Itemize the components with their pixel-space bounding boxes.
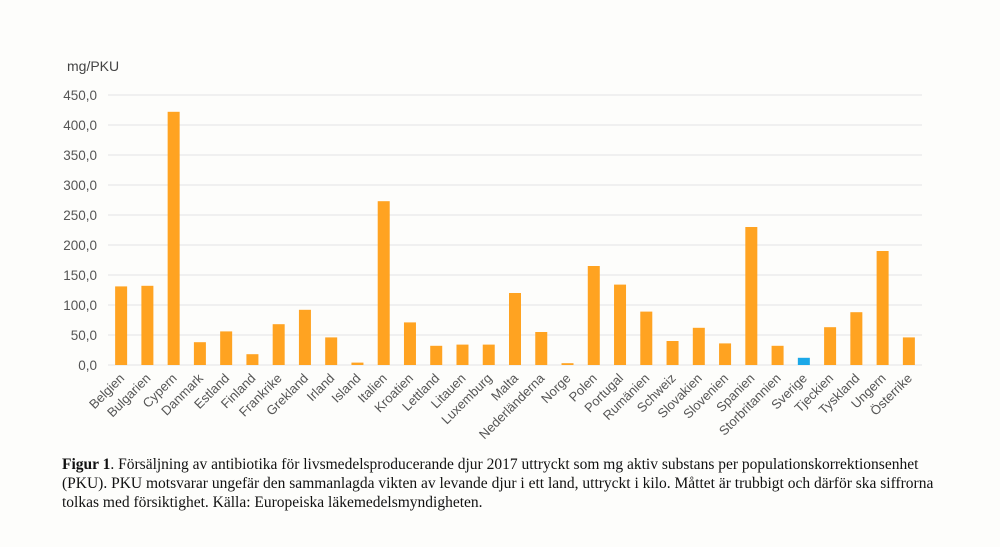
bar-finland: [246, 354, 259, 365]
x-tick-label: Norge: [538, 371, 574, 407]
figure-caption: Figur 1. Försäljning av antibiotika för …: [62, 455, 942, 512]
bar-litauen: [456, 344, 469, 365]
bar-island: [351, 362, 364, 365]
y-tick-label: 50,0: [71, 328, 97, 343]
bar-irland: [325, 337, 338, 365]
y-tick-label: 200,0: [63, 238, 97, 253]
bar-danmark: [193, 342, 206, 365]
bar-lettland: [430, 345, 443, 365]
bar-tyskland: [850, 312, 863, 365]
bar-sverige: [797, 357, 810, 365]
bar-slovakien: [692, 327, 705, 365]
bar-slovenien: [719, 343, 732, 365]
bar-norge: [561, 363, 574, 365]
y-axis-label: mg/PKU: [67, 58, 120, 74]
y-tick-label: 0,0: [78, 358, 97, 373]
caption-text: . Försäljning av antibiotika för livsmed…: [62, 456, 934, 511]
bar-österrike: [902, 337, 915, 365]
bar-bulgarien: [141, 285, 154, 365]
bar-schweiz: [666, 341, 679, 365]
bar-malta: [509, 293, 521, 365]
bar-frankrike: [272, 324, 285, 365]
bar-belgien: [115, 286, 128, 365]
bar-spanien: [745, 227, 758, 365]
y-tick-label: 350,0: [63, 148, 97, 163]
y-tick-label: 300,0: [63, 178, 97, 193]
caption-label: Figur 1: [62, 456, 111, 473]
bar-nederländerna: [535, 332, 548, 365]
y-tick-label: 250,0: [63, 208, 97, 223]
y-tick-label: 100,0: [63, 298, 97, 313]
bar-rumänien: [640, 311, 653, 365]
bar-luxemburg: [482, 344, 495, 365]
bar-tjeckien: [824, 327, 837, 365]
bar-storbritannien: [771, 345, 784, 365]
y-tick-label: 150,0: [63, 268, 97, 283]
bar-ungern: [876, 251, 889, 365]
bar-chart: 0,0 50,0 100,0 150,0 200,0 250,0 300,0 350,0 400…: [63, 88, 922, 442]
bar-cypern: [167, 111, 180, 365]
bar-polen: [587, 266, 600, 365]
x-tick-label: Island: [328, 371, 363, 406]
bar-grekland: [298, 309, 311, 365]
y-tick-label: 400,0: [63, 118, 97, 133]
bar-kroatien: [403, 322, 416, 365]
bar-italien: [377, 201, 390, 365]
y-tick-label: 450,0: [63, 88, 97, 103]
bar-portugal: [614, 284, 627, 365]
bar-estland: [220, 331, 233, 365]
